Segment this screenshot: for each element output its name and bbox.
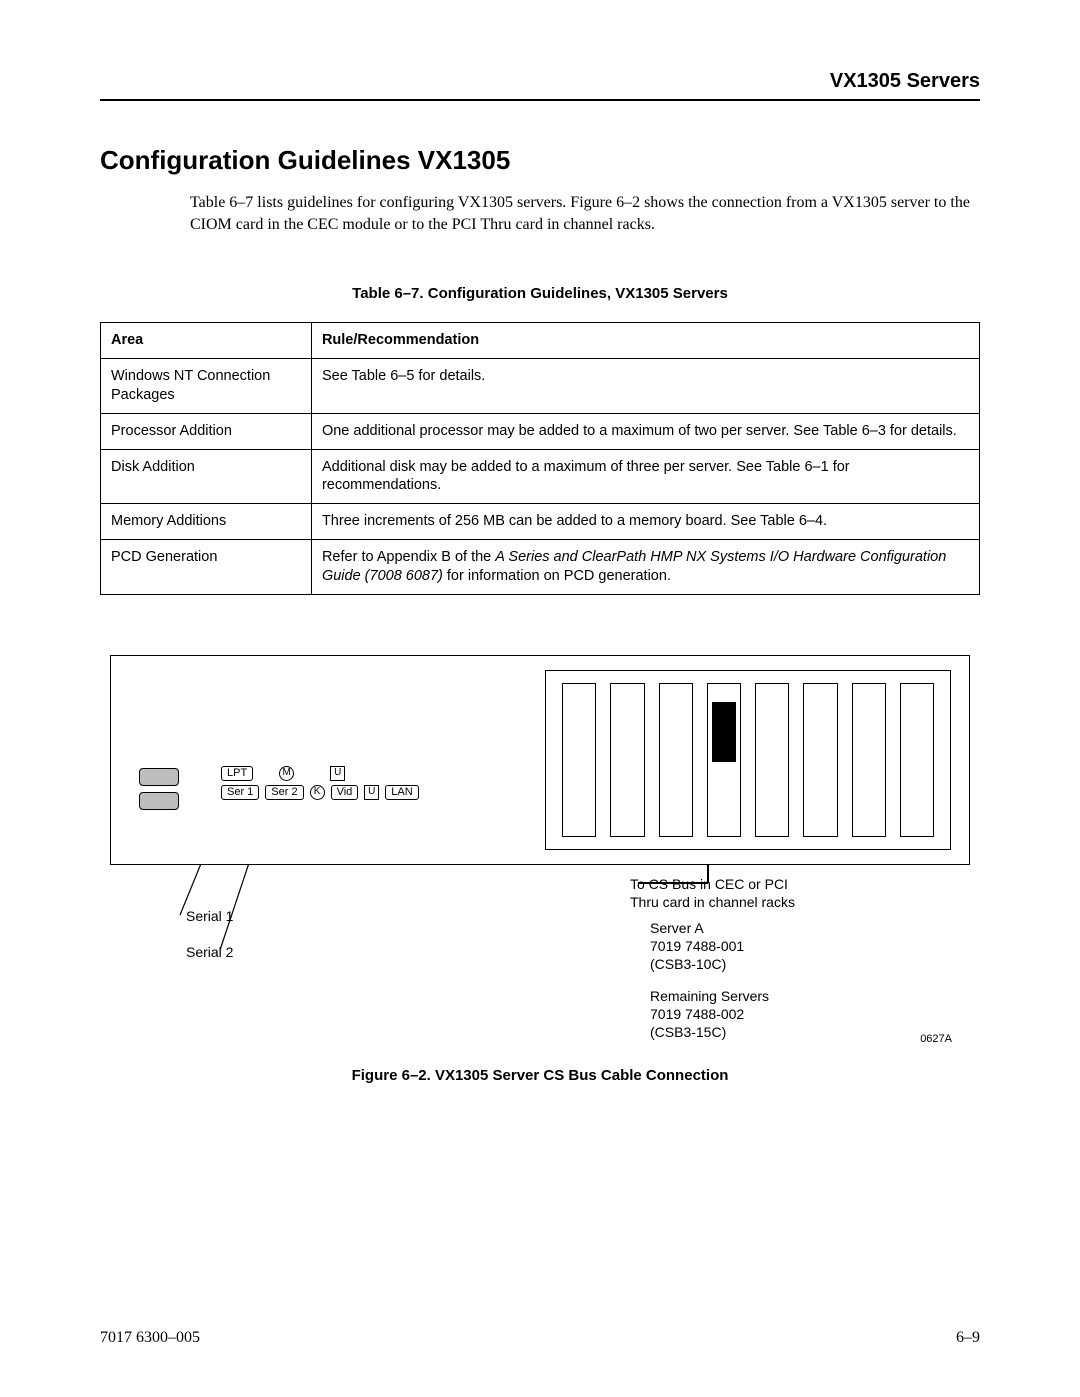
- label-remain-1: Remaining Servers: [650, 987, 769, 1005]
- table-header-row: Area Rule/Recommendation: [101, 323, 980, 359]
- table-row: Memory Additions Three increments of 256…: [101, 504, 980, 540]
- port-k: K: [310, 785, 325, 800]
- slot: [803, 683, 837, 837]
- left-buttons: [139, 768, 179, 816]
- figure-code: 0627A: [920, 1033, 952, 1045]
- port-u: U: [330, 766, 345, 781]
- col-header-rule: Rule/Recommendation: [311, 323, 979, 359]
- footer-right: 6–9: [956, 1329, 980, 1347]
- label-servera-2: 7019 7488-001: [650, 937, 744, 955]
- label-servera-3: (CSB3-10C): [650, 955, 744, 973]
- label-tocs-2: Thru card in channel racks: [630, 893, 795, 911]
- cell-area: Processor Addition: [101, 413, 312, 449]
- port-m: M: [279, 766, 294, 781]
- label-tocs-1: To CS Bus in CEC or PCI: [630, 875, 795, 893]
- rule-suffix: for information on PCD generation.: [443, 568, 671, 584]
- footer-left: 7017 6300–005: [100, 1329, 200, 1347]
- callout-lines: [110, 865, 990, 1095]
- slot: [562, 683, 596, 837]
- figure-labels: Serial 1 Serial 2 To CS Bus in CEC or PC…: [110, 865, 970, 1055]
- port-ser1: Ser 1: [221, 785, 259, 800]
- table-caption: Table 6–7. Configuration Guidelines, VX1…: [100, 285, 980, 302]
- slot: [852, 683, 886, 837]
- figure-diagram: LPT M U Ser 1 Ser 2 K Vid U LAN: [110, 655, 970, 865]
- table-row: PCD Generation Refer to Appendix B of th…: [101, 540, 980, 595]
- page-header-title: VX1305 Servers: [100, 70, 980, 93]
- cell-rule: Refer to Appendix B of the A Series and …: [311, 540, 979, 595]
- cell-rule: Additional disk may be added to a maximu…: [311, 449, 979, 504]
- cell-area: Disk Addition: [101, 449, 312, 504]
- label-serial2: Serial 2: [186, 943, 233, 961]
- port-lpt: LPT: [221, 766, 253, 781]
- table-row: Disk Addition Additional disk may be add…: [101, 449, 980, 504]
- port-lan: LAN: [385, 785, 418, 800]
- cell-area: PCD Generation: [101, 540, 312, 595]
- port-area: LPT M U Ser 1 Ser 2 K Vid U LAN: [221, 766, 419, 804]
- guidelines-table: Area Rule/Recommendation Windows NT Conn…: [100, 322, 980, 595]
- figure-caption: Figure 6–2. VX1305 Server CS Bus Cable C…: [100, 1067, 980, 1084]
- table-row: Processor Addition One additional proces…: [101, 413, 980, 449]
- slot: [900, 683, 934, 837]
- label-serial1: Serial 1: [186, 907, 233, 925]
- slot-panel: [545, 670, 951, 850]
- cell-area: Memory Additions: [101, 504, 312, 540]
- port-vid: Vid: [331, 785, 359, 800]
- label-servera-1: Server A: [650, 919, 744, 937]
- slot: [610, 683, 644, 837]
- cell-rule: One additional processor may be added to…: [311, 413, 979, 449]
- slot: [755, 683, 789, 837]
- label-remain-2: 7019 7488-002: [650, 1005, 769, 1023]
- slot: [659, 683, 693, 837]
- port-u2: U: [364, 785, 379, 800]
- section-title: Configuration Guidelines VX1305: [100, 145, 980, 176]
- rule-prefix: Refer to Appendix B of the: [322, 549, 495, 565]
- cell-rule: See Table 6–5 for details.: [311, 359, 979, 414]
- label-remain-3: (CSB3-15C): [650, 1023, 769, 1041]
- header-rule: [100, 99, 980, 101]
- card-insert: [712, 702, 736, 762]
- page-footer: 7017 6300–005 6–9: [100, 1329, 980, 1347]
- col-header-area: Area: [101, 323, 312, 359]
- cell-rule: Three increments of 256 MB can be added …: [311, 504, 979, 540]
- gray-button: [139, 768, 179, 786]
- table-row: Windows NT Connection Packages See Table…: [101, 359, 980, 414]
- intro-paragraph: Table 6–7 lists guidelines for configuri…: [190, 192, 980, 235]
- port-ser2: Ser 2: [265, 785, 303, 800]
- slot: [707, 683, 741, 837]
- cell-area: Windows NT Connection Packages: [101, 359, 312, 414]
- gray-button: [139, 792, 179, 810]
